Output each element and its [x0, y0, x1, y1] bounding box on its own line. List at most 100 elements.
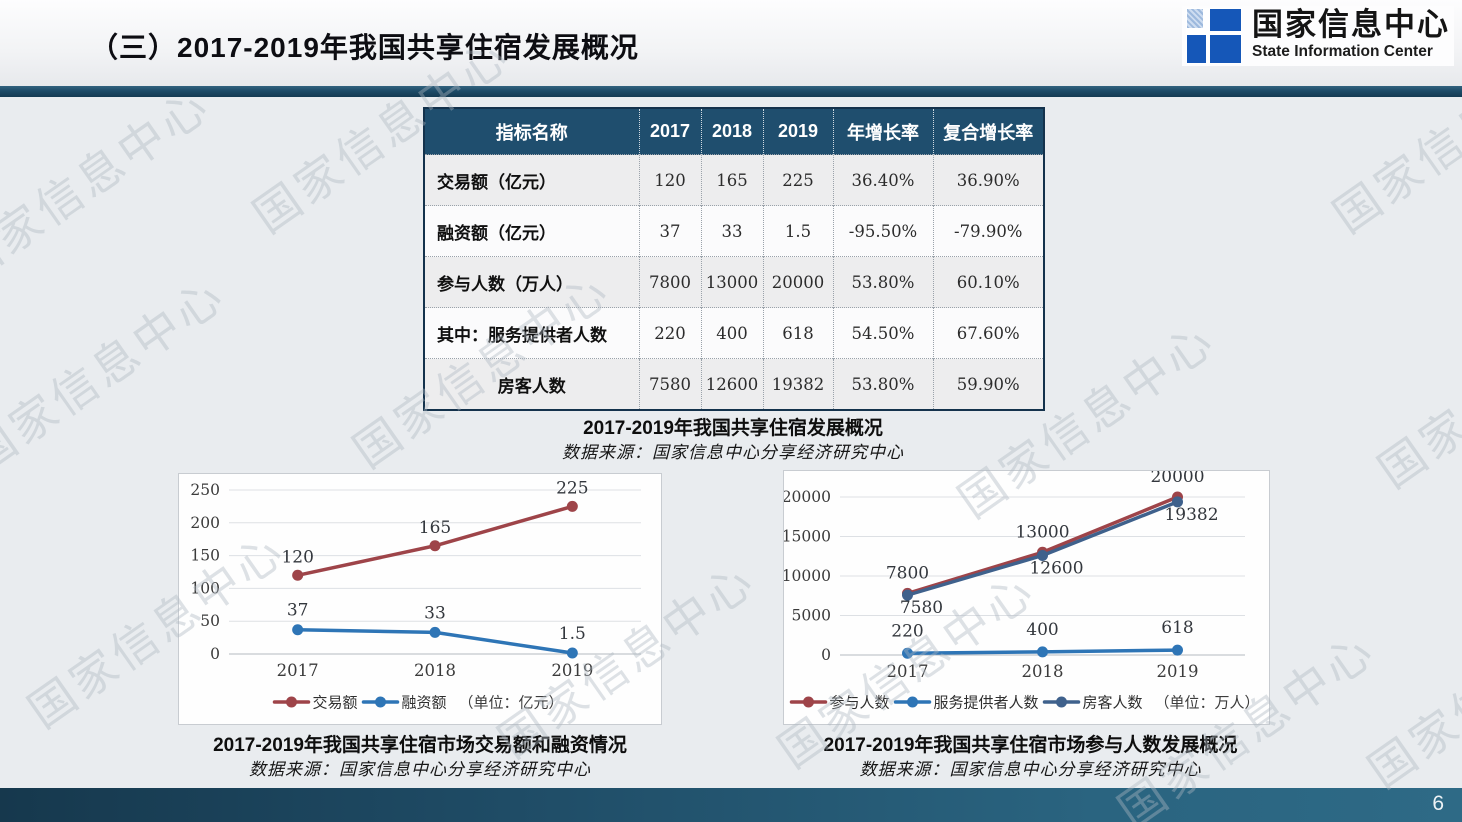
chart-left-title: 2017-2019年我国共享住宿市场交易额和融资情况	[213, 735, 627, 756]
table-value-cell: 400	[700, 307, 763, 359]
watermark-text: 国家信息中心	[1368, 283, 1462, 498]
y-tick-label: 200	[190, 514, 220, 532]
data-label: 120	[281, 547, 313, 567]
table-value-cell: 7580	[638, 358, 701, 410]
data-label: 1.5	[559, 624, 586, 644]
data-label: 165	[419, 518, 451, 538]
table-header-cell: 复合增长率	[932, 108, 1044, 155]
logo-quadrant	[1210, 9, 1241, 31]
x-tick-label: 2019	[551, 661, 593, 680]
data-label: 13000	[1015, 522, 1069, 542]
data-point-marker	[566, 500, 578, 512]
data-point-marker	[429, 540, 441, 552]
watermark-text: 国家信息中心	[0, 268, 235, 483]
y-tick-label: 10000	[784, 567, 831, 585]
data-point-marker	[292, 569, 304, 581]
table-value-cell: 60.10%	[932, 256, 1044, 308]
table-caption-source: 数据来源：国家信息中心分享经济研究中心	[562, 443, 904, 463]
line-chart-participants: 0 5000 10000 15000 20000 2017 2018 2019 7800 1300…	[782, 467, 1260, 712]
row-label-cell: 交易额（亿元）	[424, 154, 639, 206]
x-tick-label: 2017	[887, 662, 929, 681]
series-line	[905, 495, 1180, 596]
x-tick-label: 2018	[1022, 662, 1064, 681]
y-tick-label: 250	[190, 481, 220, 499]
data-label: 400	[1026, 620, 1058, 640]
table-value-cell: 59.90%	[932, 358, 1044, 410]
data-point-marker	[1037, 549, 1048, 561]
chart-caption-right: 2017-2019年我国共享住宿市场参与人数发展概况 数据来源：国家信息中心分享…	[748, 733, 1313, 782]
page-number: 6	[1432, 792, 1444, 815]
y-tick-label: 15000	[784, 528, 831, 546]
data-label: 20000	[1150, 471, 1204, 487]
chart-panel-participants: 0 5000 10000 15000 20000 2017 2018 2019 7800 1300…	[782, 467, 1270, 725]
data-label: 618	[1161, 618, 1193, 638]
y-tick-label: 0	[210, 645, 220, 663]
chart-left-source: 数据来源：国家信息中心分享经济研究中心	[249, 760, 591, 780]
legend-label: 服务提供者人数	[934, 694, 1039, 712]
table-value-cell: 165	[700, 154, 763, 206]
table-value-cell: 220	[638, 307, 701, 359]
table-caption: 2017-2019年我国共享住宿发展概况 数据来源：国家信息中心分享经济研究中心	[423, 416, 1043, 465]
data-label: 7800	[886, 563, 929, 583]
legend-swatch-marker	[907, 696, 918, 708]
data-point-marker	[566, 647, 578, 659]
logo-name-en: State Information Center	[1252, 43, 1433, 60]
x-tick-label: 2017	[277, 661, 319, 680]
watermark-text: 国家信息中心	[0, 78, 220, 293]
table-row: 融资额（亿元） 37 33 1.5 -95.50% -79.90%	[424, 205, 1044, 257]
chart-right-title: 2017-2019年我国共享住宿市场参与人数发展概况	[823, 735, 1238, 756]
table-value-cell: -79.90%	[932, 205, 1044, 257]
table-value-cell: 54.50%	[832, 307, 933, 359]
logo-quadrant	[1187, 35, 1206, 63]
table-value-cell: -95.50%	[832, 205, 933, 257]
table-value-cell: 53.80%	[832, 256, 933, 308]
footer-bar	[0, 788, 1462, 822]
legend-swatch-marker	[375, 696, 386, 708]
y-tick-label: 50	[200, 612, 220, 630]
x-tick-label: 2019	[1157, 662, 1199, 681]
line-chart-transactions-financing: 0 50 100 150 200 250 2017 2018 2019 120 165 225 37 33…	[190, 478, 641, 712]
data-point-marker	[1172, 644, 1183, 656]
row-label-cell: 参与人数（万人）	[424, 256, 639, 308]
legend-label: 参与人数	[830, 694, 890, 712]
row-label-cell: 融资额（亿元）	[424, 205, 639, 257]
table-value-cell: 67.60%	[932, 307, 1044, 359]
table-header-cell: 2018	[700, 108, 763, 155]
table-value-cell: 7800	[638, 256, 701, 308]
table-value-cell: 33	[700, 205, 763, 257]
data-label: 19382	[1164, 505, 1218, 525]
data-label: 7580	[900, 598, 943, 618]
table-header-cell: 年增长率	[832, 108, 933, 155]
table-value-cell: 37	[638, 205, 701, 257]
header-divider-band	[0, 86, 1462, 97]
row-label-cell: 房客人数	[424, 358, 639, 410]
logo-text: 国家信息中心 State Information Center	[1252, 8, 1450, 62]
table-value-cell: 20000	[762, 256, 833, 308]
legend-label: 融资额	[402, 694, 447, 712]
table-value-cell: 13000	[700, 256, 763, 308]
legend-label: 房客人数	[1083, 694, 1143, 712]
y-tick-label: 20000	[784, 488, 831, 506]
table-row: 其中：服务提供者人数 220 400 618 54.50% 67.60%	[424, 307, 1044, 359]
legend-unit-label: （单位：万人）	[1155, 694, 1260, 712]
data-label: 225	[556, 478, 588, 498]
legend-label: 交易额	[313, 694, 358, 712]
state-information-center-logo-icon	[1186, 8, 1242, 64]
data-point-marker	[1037, 646, 1048, 658]
table-header-cell: 2017	[638, 108, 701, 155]
table-row: 交易额（亿元） 120 165 225 36.40% 36.90%	[424, 154, 1044, 206]
y-tick-label: 100	[190, 579, 220, 597]
row-label-cell: 其中：服务提供者人数	[424, 307, 639, 359]
table-value-cell: 618	[762, 307, 833, 359]
logo-quadrant	[1187, 9, 1203, 28]
chart-panel-transactions-financing: 0 50 100 150 200 250 2017 2018 2019 120 165 225 37 33…	[178, 473, 662, 725]
table-header-cell: 指标名称	[424, 108, 639, 155]
data-label: 33	[424, 603, 446, 623]
data-label: 37	[287, 601, 309, 621]
logo-name-cn: 国家信息中心	[1252, 7, 1450, 42]
x-tick-label: 2018	[414, 661, 456, 680]
data-point-marker	[902, 589, 913, 601]
table-value-cell: 12600	[700, 358, 763, 410]
legend-swatch-marker	[1056, 696, 1067, 708]
